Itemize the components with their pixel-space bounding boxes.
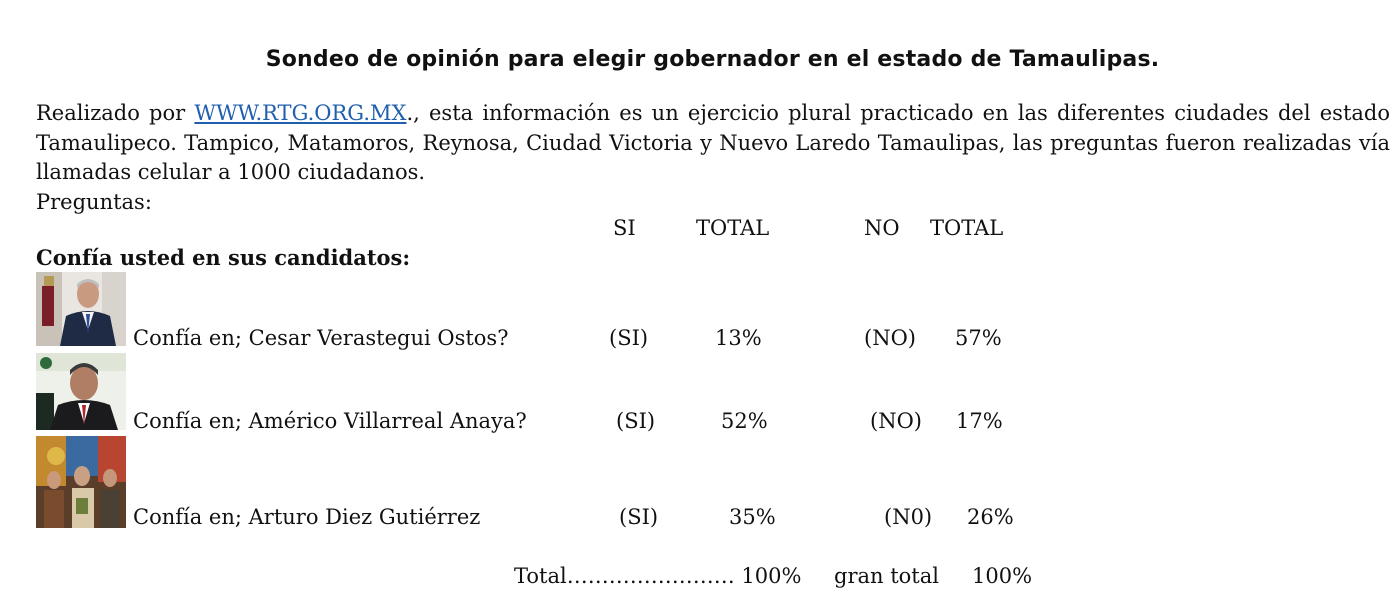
intro-prefix: Realizado por — [36, 101, 195, 125]
intro-line-3: llamadas celular a 1000 ciudadanos. — [36, 160, 426, 184]
si-pct-2: 52% — [721, 409, 768, 433]
intro-line-2: Tamaulipeco. Tampico, Matamoros, Reynosa… — [36, 130, 1390, 155]
si-pct-3: 35% — [729, 505, 776, 529]
header-no: NO — [864, 216, 900, 240]
gran-total-value: 100% — [972, 564, 1033, 588]
section-heading: Confía usted en sus candidatos: — [36, 245, 411, 270]
si-label-3: (SI) — [619, 505, 659, 529]
candidate-photo — [36, 272, 126, 346]
intro-paragraph: Realizado por WWW.RTG.ORG.MX., esta info… — [36, 99, 1390, 217]
si-label-1: (SI) — [609, 326, 649, 350]
si-pct-1: 13% — [715, 326, 762, 350]
no-pct-1: 57% — [955, 326, 1002, 350]
candidate-photo — [36, 353, 126, 430]
si-label-2: (SI) — [616, 409, 656, 433]
candidate-group-photo — [36, 436, 126, 528]
total-label: Total…………………… 100% — [514, 564, 802, 588]
preguntas-label: Preguntas: — [36, 189, 152, 214]
gran-total-label: gran total — [834, 564, 939, 588]
header-total-si: TOTAL — [696, 216, 770, 240]
no-label-2: (NO) — [870, 409, 922, 433]
question-2: Confía en; Américo Villarreal Anaya? — [133, 409, 527, 433]
no-label-3: (N0) — [884, 505, 933, 529]
question-1: Confía en; Cesar Verastegui Ostos? — [133, 326, 509, 350]
page-title: Sondeo de opinión para elegir gobernador… — [265, 47, 1160, 72]
no-label-1: (NO) — [864, 326, 916, 350]
intro-line-1: Realizado por WWW.RTG.ORG.MX., esta info… — [36, 99, 1390, 129]
source-link[interactable]: WWW.RTG.ORG.MX — [194, 101, 407, 125]
no-pct-2: 17% — [956, 409, 1003, 433]
header-total-no: TOTAL — [930, 216, 1004, 240]
header-si: SI — [613, 216, 636, 240]
intro-line1-rest: ., esta información es un ejercicio plur… — [406, 101, 1390, 125]
no-pct-3: 26% — [967, 505, 1014, 529]
question-3: Confía en; Arturo Diez Gutiérrez — [133, 505, 481, 529]
